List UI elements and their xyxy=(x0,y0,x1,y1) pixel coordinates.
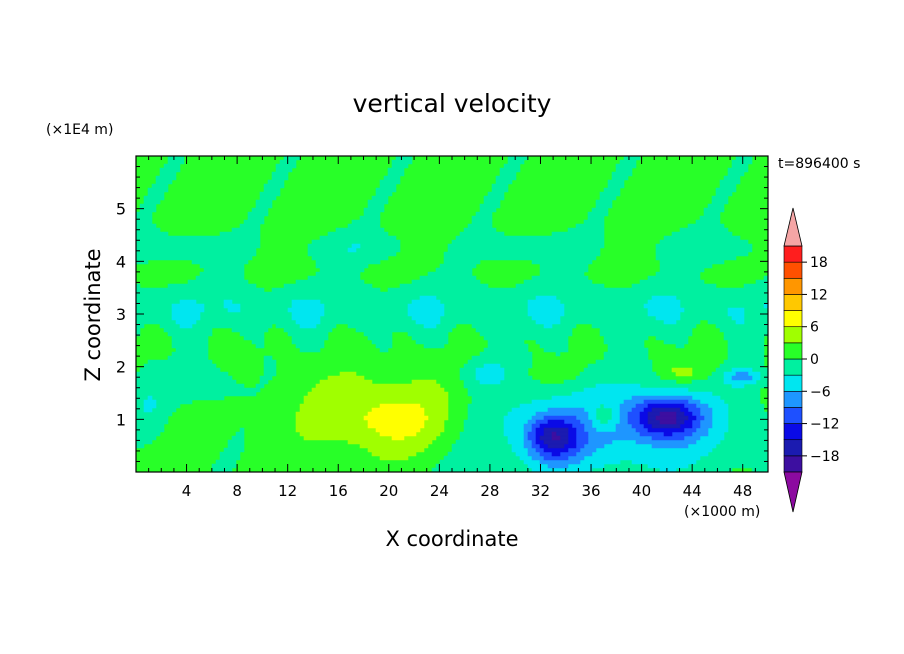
colorbar-tick-label: 6 xyxy=(810,320,819,336)
x-tick-label: 44 xyxy=(683,482,702,500)
x-tick-label: 12 xyxy=(278,482,297,500)
colorbar-tick-label: 18 xyxy=(810,255,828,271)
colorbar-over-triangle xyxy=(783,207,803,247)
colorbar-swatch xyxy=(783,277,803,295)
colorbar-tick-label: 0 xyxy=(810,352,819,368)
colorbar-swatch xyxy=(783,374,803,392)
colorbar-under-triangle xyxy=(783,471,803,513)
y-units-label: (×1E4 m) xyxy=(46,122,113,138)
x-tick-label: 48 xyxy=(733,482,752,500)
contour-band xyxy=(363,403,429,441)
x-tick-label: 28 xyxy=(480,482,499,500)
y-tick-label: 5 xyxy=(116,200,126,219)
contour-field xyxy=(136,156,768,472)
x-tick-label: 16 xyxy=(329,482,348,500)
colorbar-swatch xyxy=(783,294,803,311)
colorbar-swatch xyxy=(783,245,803,263)
time-label: t=896400 s xyxy=(778,156,860,172)
colorbar-swatch xyxy=(783,423,803,441)
x-tick-label: 40 xyxy=(632,482,651,500)
x-tick-label: 36 xyxy=(581,482,600,500)
colorbar-swatch xyxy=(783,455,803,473)
y-tick-label: 4 xyxy=(116,252,126,271)
y-tick-label: 1 xyxy=(116,410,126,429)
y-tick-label: 3 xyxy=(116,305,126,324)
colorbar-swatch xyxy=(783,310,803,328)
x-tick-label: 24 xyxy=(430,482,449,500)
y-axis-label: Z coordinate xyxy=(81,248,105,381)
colorbar-tick-label: −12 xyxy=(810,417,840,433)
y-tick-label: 2 xyxy=(116,358,126,377)
contour-band xyxy=(551,411,677,441)
x-tick-label: 8 xyxy=(232,482,242,500)
colorbar-swatch xyxy=(783,439,803,457)
x-units-label: (×1000 m) xyxy=(684,504,760,520)
colorbar-tick-label: 12 xyxy=(810,287,828,303)
x-tick-label: 32 xyxy=(531,482,550,500)
colorbar-tick-label: −18 xyxy=(810,449,840,465)
colorbar-swatch xyxy=(783,358,803,376)
y-axis: 1 2 3 4 5 xyxy=(116,166,768,462)
x-axis: 4 8 12 16 20 24 28 32 36 40 44 48 xyxy=(148,156,756,500)
colorbar-swatch xyxy=(783,407,803,424)
x-axis-label: X coordinate xyxy=(385,527,518,551)
colorbar-swatch xyxy=(783,342,803,360)
colorbar: 18 12 6 0 −6 −12 −18 xyxy=(783,207,840,513)
colorbar-tick-label: −6 xyxy=(810,384,831,400)
chart-title: vertical velocity xyxy=(353,89,552,118)
colorbar-swatch xyxy=(783,261,803,279)
x-tick-label: 20 xyxy=(379,482,398,500)
colorbar-swatch xyxy=(783,326,803,344)
colorbar-swatch xyxy=(783,390,803,408)
x-tick-label: 4 xyxy=(182,482,192,500)
